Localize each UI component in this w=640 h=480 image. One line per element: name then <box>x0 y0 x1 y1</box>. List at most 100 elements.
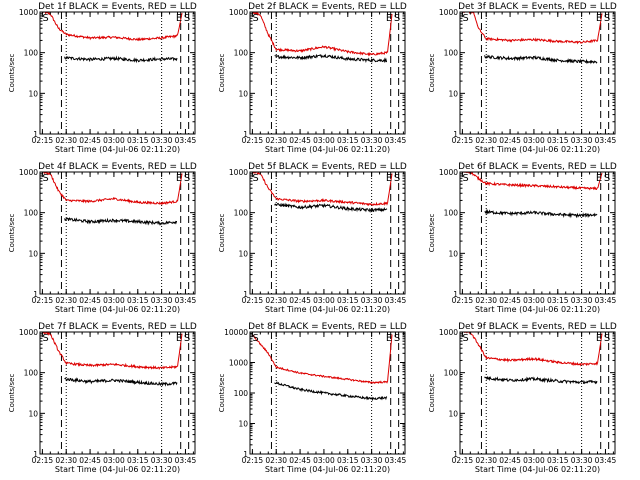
x-tick-label: 03:00 <box>313 296 335 305</box>
x-tick-label: 02:15 <box>242 456 264 465</box>
marker-start-label: S <box>604 173 610 184</box>
marker-end-label: E <box>596 13 602 24</box>
y-tick-label: 1 <box>243 130 248 139</box>
y-tick-label: 100 <box>24 49 39 58</box>
x-tick-label: 02:45 <box>499 456 521 465</box>
x-tick-label: 03:00 <box>103 456 125 465</box>
marker-start-label: S <box>252 173 258 184</box>
series-lld-line <box>41 12 183 42</box>
panel-title: Det 3f BLACK = Events, RED = LLD <box>458 2 617 12</box>
marker-start-label: S <box>42 333 48 344</box>
series-lld-line <box>42 172 183 206</box>
panel-title: Det 1f BLACK = Events, RED = LLD <box>38 2 197 12</box>
x-tick-label: 03:45 <box>175 456 197 465</box>
marker-end-label: E <box>176 173 182 184</box>
marker-end-label: E <box>596 173 602 184</box>
x-tick-label: 03:45 <box>175 296 197 305</box>
panel-det-6f: Det 6f BLACK = Events, RED = LLD 1 10 100 10… <box>428 162 617 314</box>
x-tick-label: 02:45 <box>79 136 101 145</box>
y-tick-label: 100 <box>234 209 249 218</box>
x-axis-label: Start Time (04-Jul-06 02:11:20) <box>55 145 180 154</box>
x-tick-label: 02:45 <box>289 456 311 465</box>
plot-frame <box>39 331 196 455</box>
panel-det-7f: Det 7f BLACK = Events, RED = LLD 1 10 100 10… <box>8 322 197 474</box>
marker-end-label: E <box>596 333 602 344</box>
marker-start-label: S <box>184 333 190 344</box>
x-tick-label: 03:00 <box>523 456 545 465</box>
plot-frame <box>249 171 406 295</box>
x-tick-label: 02:15 <box>32 136 54 145</box>
x-tick-label: 03:30 <box>361 136 383 145</box>
y-tick-label: 1000 <box>229 359 248 368</box>
y-tick-label: 1 <box>243 450 248 459</box>
x-tick-label: 03:45 <box>595 136 617 145</box>
plot-frame <box>459 331 616 455</box>
x-tick-label: 03:30 <box>151 296 173 305</box>
plot-frame <box>39 171 196 295</box>
x-tick-label: 03:30 <box>571 136 593 145</box>
x-tick-label: 02:30 <box>475 456 497 465</box>
y-axis-label: Counts/sec <box>428 214 436 253</box>
x-tick-label: 02:30 <box>265 296 287 305</box>
x-tick-label: 03:15 <box>547 456 569 465</box>
y-tick-label: 10 <box>28 409 38 418</box>
series-events-line <box>274 53 387 64</box>
panel-det-4f: Det 4f BLACK = Events, RED = LLD 1 10 100 10… <box>8 162 197 314</box>
marker-start-label: S <box>604 333 610 344</box>
x-tick-label: 02:30 <box>475 136 497 145</box>
panel-det-8f: Det 8f BLACK = Events, RED = LLD 1 10 100 10… <box>218 322 407 474</box>
y-tick-label: 100 <box>234 49 249 58</box>
series-events-line <box>64 377 178 387</box>
x-tick-label: 02:45 <box>289 296 311 305</box>
series-events-line <box>64 217 177 226</box>
x-tick-label: 03:15 <box>547 136 569 145</box>
panel-det-2f: Det 2f BLACK = Events, RED = LLD 1 10 100 10… <box>218 2 407 154</box>
y-tick-label: 1000 <box>19 328 38 337</box>
x-axis-label: Start Time (04-Jul-06 02:11:20) <box>475 465 600 474</box>
y-axis-label: Counts/sec <box>218 374 226 413</box>
panel-title: Det 7f BLACK = Events, RED = LLD <box>38 322 197 332</box>
x-axis-label: Start Time (04-Jul-06 02:11:20) <box>55 305 180 314</box>
marker-end-label: E <box>386 13 392 24</box>
x-tick-label: 02:30 <box>55 296 77 305</box>
marker-start-label: S <box>42 173 48 184</box>
y-tick-label: 10 <box>448 409 458 418</box>
x-tick-label: 02:15 <box>452 136 474 145</box>
x-tick-label: 03:45 <box>385 136 407 145</box>
series-lld-line <box>42 332 183 371</box>
x-tick-label: 02:15 <box>32 296 54 305</box>
x-tick-label: 03:30 <box>361 456 383 465</box>
x-tick-label: 02:15 <box>242 296 264 305</box>
marker-end-label: E <box>176 333 182 344</box>
x-tick-label: 03:00 <box>523 136 545 145</box>
x-tick-label: 02:15 <box>452 296 474 305</box>
x-tick-label: 03:15 <box>337 136 359 145</box>
marker-start-label: S <box>184 13 190 24</box>
y-axis-label: Counts/sec <box>218 54 226 93</box>
marker-start-label: S <box>394 13 400 24</box>
marker-start-label: S <box>252 333 258 344</box>
x-axis-label: Start Time (04-Jul-06 02:11:20) <box>265 305 390 314</box>
marker-end-label: E <box>386 333 392 344</box>
y-axis-label: Counts/sec <box>428 54 436 93</box>
y-tick-label: 10 <box>448 89 458 98</box>
x-axis-label: Start Time (04-Jul-06 02:11:20) <box>475 305 600 314</box>
x-tick-label: 02:45 <box>289 136 311 145</box>
series-events-line <box>64 55 178 64</box>
x-tick-label: 03:15 <box>127 296 149 305</box>
x-tick-label: 02:45 <box>499 296 521 305</box>
x-tick-label: 03:00 <box>103 136 125 145</box>
x-axis-label: Start Time (04-Jul-06 02:11:20) <box>265 145 390 154</box>
x-tick-label: 03:30 <box>151 136 173 145</box>
y-tick-label: 100 <box>24 209 39 218</box>
y-tick-label: 10000 <box>224 328 248 337</box>
x-tick-label: 02:45 <box>499 136 521 145</box>
x-tick-label: 02:15 <box>242 136 264 145</box>
y-tick-label: 1 <box>453 290 458 299</box>
panel-title: Det 2f BLACK = Events, RED = LLD <box>248 2 407 12</box>
y-tick-label: 10 <box>448 249 458 258</box>
marker-start-label: S <box>252 13 258 24</box>
panel-title: Det 9f BLACK = Events, RED = LLD <box>458 322 617 332</box>
y-tick-label: 1 <box>453 450 458 459</box>
x-tick-label: 02:30 <box>265 136 287 145</box>
